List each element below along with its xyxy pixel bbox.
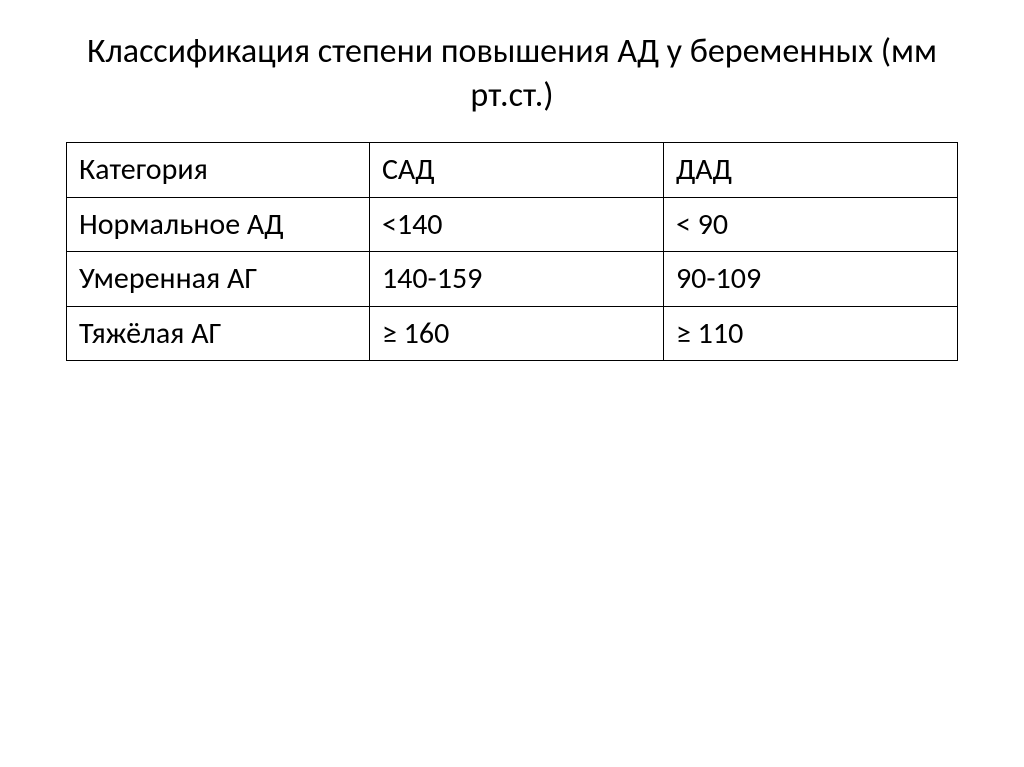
table-row: Умеренная АГ 140-159 90-109 — [67, 252, 958, 307]
table-header-row: Категория САД ДАД — [67, 143, 958, 198]
classification-table: Категория САД ДАД Нормальное АД <140 < 9… — [66, 142, 958, 361]
cell-dad: 90-109 — [663, 252, 957, 307]
cell-category: Нормальное АД — [67, 197, 370, 252]
cell-dad: ≥ 110 — [663, 306, 957, 361]
cell-category: Тяжёлая АГ — [67, 306, 370, 361]
table-row: Нормальное АД <140 < 90 — [67, 197, 958, 252]
cell-sad: ≥ 160 — [369, 306, 663, 361]
cell-sad: <140 — [369, 197, 663, 252]
table-row: Тяжёлая АГ ≥ 160 ≥ 110 — [67, 306, 958, 361]
cell-category: Умеренная АГ — [67, 252, 370, 307]
cell-sad: 140-159 — [369, 252, 663, 307]
header-cell-sad: САД — [369, 143, 663, 198]
header-cell-dad: ДАД — [663, 143, 957, 198]
cell-dad: < 90 — [663, 197, 957, 252]
table-container: Категория САД ДАД Нормальное АД <140 < 9… — [0, 142, 1024, 361]
page-title: Классификация степени повышения АД у бер… — [0, 30, 1024, 118]
header-cell-category: Категория — [67, 143, 370, 198]
